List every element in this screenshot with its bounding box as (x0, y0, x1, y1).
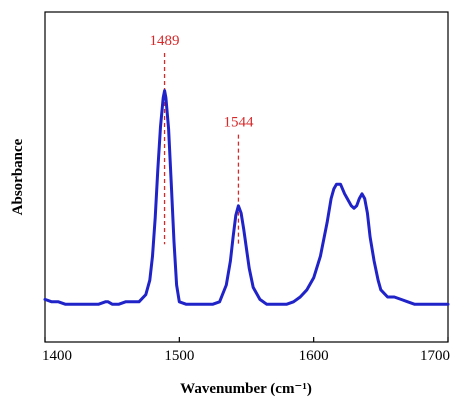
x-axis-ticks: 1400 1500 1600 1700 (42, 337, 450, 364)
plot-area-frame (44, 11, 449, 343)
peak-label: 1544 (223, 115, 254, 131)
x-tick-label: 1700 (420, 348, 450, 364)
y-axis-title: Absorbance (10, 138, 26, 215)
peak-annotations: 1489 1544 (150, 33, 254, 245)
absorbance-spectrum-line (43, 89, 450, 306)
x-axis-title: Wavenumber (cm⁻¹) (180, 381, 312, 397)
peak-label: 1489 (150, 33, 180, 49)
x-tick-label: 1500 (164, 348, 194, 364)
x-tick-label: 1600 (299, 348, 329, 364)
x-tick-label: 1400 (42, 348, 72, 364)
